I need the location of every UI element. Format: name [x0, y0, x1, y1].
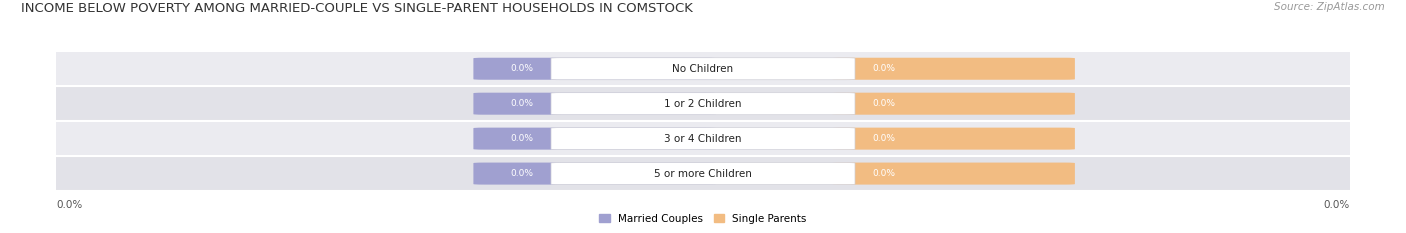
FancyBboxPatch shape [551, 93, 855, 115]
Text: Source: ZipAtlas.com: Source: ZipAtlas.com [1274, 2, 1385, 12]
FancyBboxPatch shape [474, 58, 716, 80]
Text: 5 or more Children: 5 or more Children [654, 169, 752, 178]
FancyBboxPatch shape [474, 128, 716, 150]
Text: 0.0%: 0.0% [510, 134, 533, 143]
Text: 0.0%: 0.0% [510, 99, 533, 108]
Text: No Children: No Children [672, 64, 734, 74]
FancyBboxPatch shape [551, 128, 855, 150]
Text: 0.0%: 0.0% [873, 64, 896, 73]
Text: 0.0%: 0.0% [873, 99, 896, 108]
FancyBboxPatch shape [832, 58, 1076, 80]
Bar [56, 51, 1350, 86]
Text: 0.0%: 0.0% [873, 134, 896, 143]
FancyBboxPatch shape [551, 163, 855, 185]
Text: 0.0%: 0.0% [873, 169, 896, 178]
Text: 1 or 2 Children: 1 or 2 Children [664, 99, 742, 109]
Text: 3 or 4 Children: 3 or 4 Children [664, 134, 742, 144]
Text: 0.0%: 0.0% [1323, 200, 1350, 210]
Text: 0.0%: 0.0% [56, 200, 83, 210]
Legend: Married Couples, Single Parents: Married Couples, Single Parents [595, 209, 811, 228]
Bar [56, 86, 1350, 121]
Text: 0.0%: 0.0% [510, 169, 533, 178]
Bar [56, 121, 1350, 156]
Text: 0.0%: 0.0% [510, 64, 533, 73]
FancyBboxPatch shape [832, 163, 1076, 185]
FancyBboxPatch shape [832, 128, 1076, 150]
FancyBboxPatch shape [474, 163, 716, 185]
Text: INCOME BELOW POVERTY AMONG MARRIED-COUPLE VS SINGLE-PARENT HOUSEHOLDS IN COMSTOC: INCOME BELOW POVERTY AMONG MARRIED-COUPL… [21, 2, 693, 15]
Bar [56, 156, 1350, 191]
FancyBboxPatch shape [832, 93, 1076, 115]
FancyBboxPatch shape [551, 58, 855, 80]
FancyBboxPatch shape [474, 93, 716, 115]
